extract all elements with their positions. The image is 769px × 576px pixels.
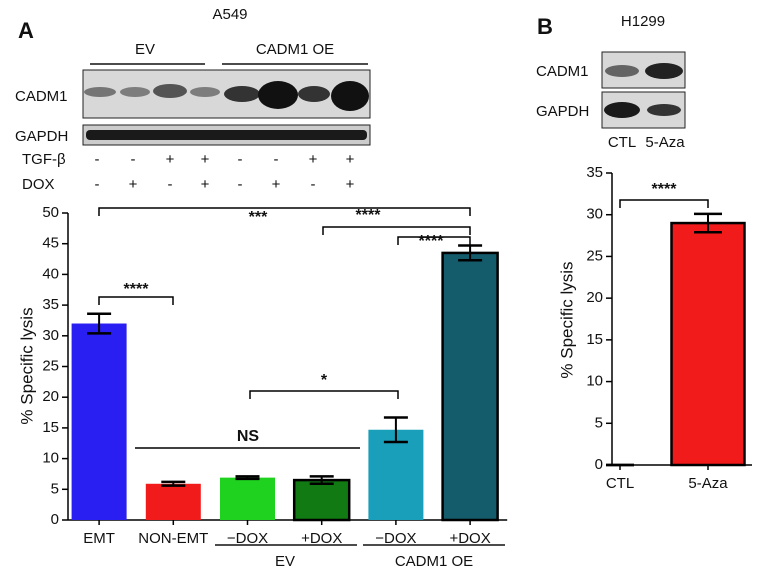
y-tick-label: 25 [42, 357, 59, 374]
treatment-sign: - [95, 176, 100, 193]
x-tick-label: 5-Aza [688, 475, 728, 492]
band [645, 63, 683, 79]
x-tick-label: CTL [606, 475, 634, 492]
y-tick-label: 5 [51, 480, 59, 497]
treatment-sign: + [272, 176, 281, 193]
bar [368, 429, 424, 520]
y-tick-label: 15 [42, 419, 59, 436]
band [86, 130, 367, 140]
significance-bracket [322, 226, 471, 235]
bands [84, 81, 369, 111]
y-tick-label: 30 [586, 206, 603, 223]
significance-label: **** [124, 281, 150, 298]
y-tick-label: 20 [42, 388, 59, 405]
y-tick-label: 10 [586, 373, 603, 390]
treatment-sign: + [129, 176, 138, 193]
significance-bracket [98, 296, 174, 305]
treatment-sign: + [201, 176, 210, 193]
y-tick-label: 10 [42, 450, 59, 467]
y-tick-label: 35 [586, 164, 603, 181]
bar [292, 478, 351, 522]
treatment-label: DOX [22, 176, 55, 193]
treatment-label: TGF-β [22, 151, 66, 168]
treatment-sign: + [309, 151, 318, 168]
y-tick-label: 25 [586, 247, 603, 264]
row-label: CADM1 [536, 63, 589, 80]
treatment-sign: - [238, 176, 243, 193]
y-axis-label: % Specific lysis [17, 307, 36, 424]
significance-bracket [619, 199, 709, 208]
y-tick-label: 15 [586, 331, 603, 348]
significance-label: * [321, 372, 328, 389]
bar [670, 221, 746, 467]
y-tick-label: 45 [42, 235, 59, 252]
band [605, 65, 639, 77]
significance-bracket [397, 236, 471, 245]
treatment-sign: + [346, 176, 355, 193]
y-tick-label: 35 [42, 296, 59, 313]
band [647, 104, 681, 116]
y-tick-label: 30 [42, 327, 59, 344]
bar [145, 483, 201, 520]
treatment-sign: + [166, 151, 175, 168]
significance-label: **** [419, 233, 445, 250]
row-label: CADM1 [15, 88, 68, 105]
treatment-sign: - [238, 151, 243, 168]
y-tick-label: 50 [42, 204, 59, 221]
x-tick-label: EMT [83, 530, 115, 547]
y-tick-label: 20 [586, 289, 603, 306]
y-tick-label: 5 [595, 414, 603, 431]
significance-label: **** [652, 181, 678, 198]
significance-bracket [249, 390, 399, 399]
treatment-sign: - [168, 176, 173, 193]
bar [441, 251, 499, 522]
cell-line: H1299 [621, 13, 665, 30]
group-label: CADM1 OE [395, 553, 473, 570]
significance-label: *** [249, 209, 268, 226]
treatment-sign: - [95, 151, 100, 168]
group-label: EV [275, 553, 295, 570]
y-tick-label: 0 [595, 456, 603, 473]
y-tick-label: 0 [51, 511, 59, 528]
panel-label: B [537, 14, 553, 39]
lane-label: 5-Aza [645, 134, 685, 151]
cell-line: A549 [212, 6, 247, 23]
y-tick-label: 40 [42, 265, 59, 282]
significance-bracket [98, 207, 471, 216]
treatment-sign: - [311, 176, 316, 193]
x-tick-label: −DOX [375, 530, 416, 547]
x-tick-label: −DOX [227, 530, 268, 547]
y-axis-label: % Specific lysis [557, 261, 576, 378]
bar [71, 323, 127, 520]
treatment-sign: - [274, 151, 279, 168]
treatment-sign: + [201, 151, 210, 168]
treatment-sign: - [131, 151, 136, 168]
x-tick-label: +DOX [301, 530, 342, 547]
row-label: GAPDH [536, 103, 589, 120]
x-tick-label: +DOX [449, 530, 490, 547]
group-label: EV [135, 41, 155, 58]
treatment-sign: + [346, 151, 355, 168]
lane-label: CTL [608, 134, 636, 151]
panel-label: A [18, 18, 34, 43]
bar [220, 477, 275, 520]
x-tick-label: NON-EMT [138, 530, 208, 547]
significance-label: NS [237, 428, 260, 445]
row-label: GAPDH [15, 128, 68, 145]
significance-label: **** [356, 207, 382, 224]
group-label: CADM1 OE [256, 41, 334, 58]
band [604, 102, 640, 118]
